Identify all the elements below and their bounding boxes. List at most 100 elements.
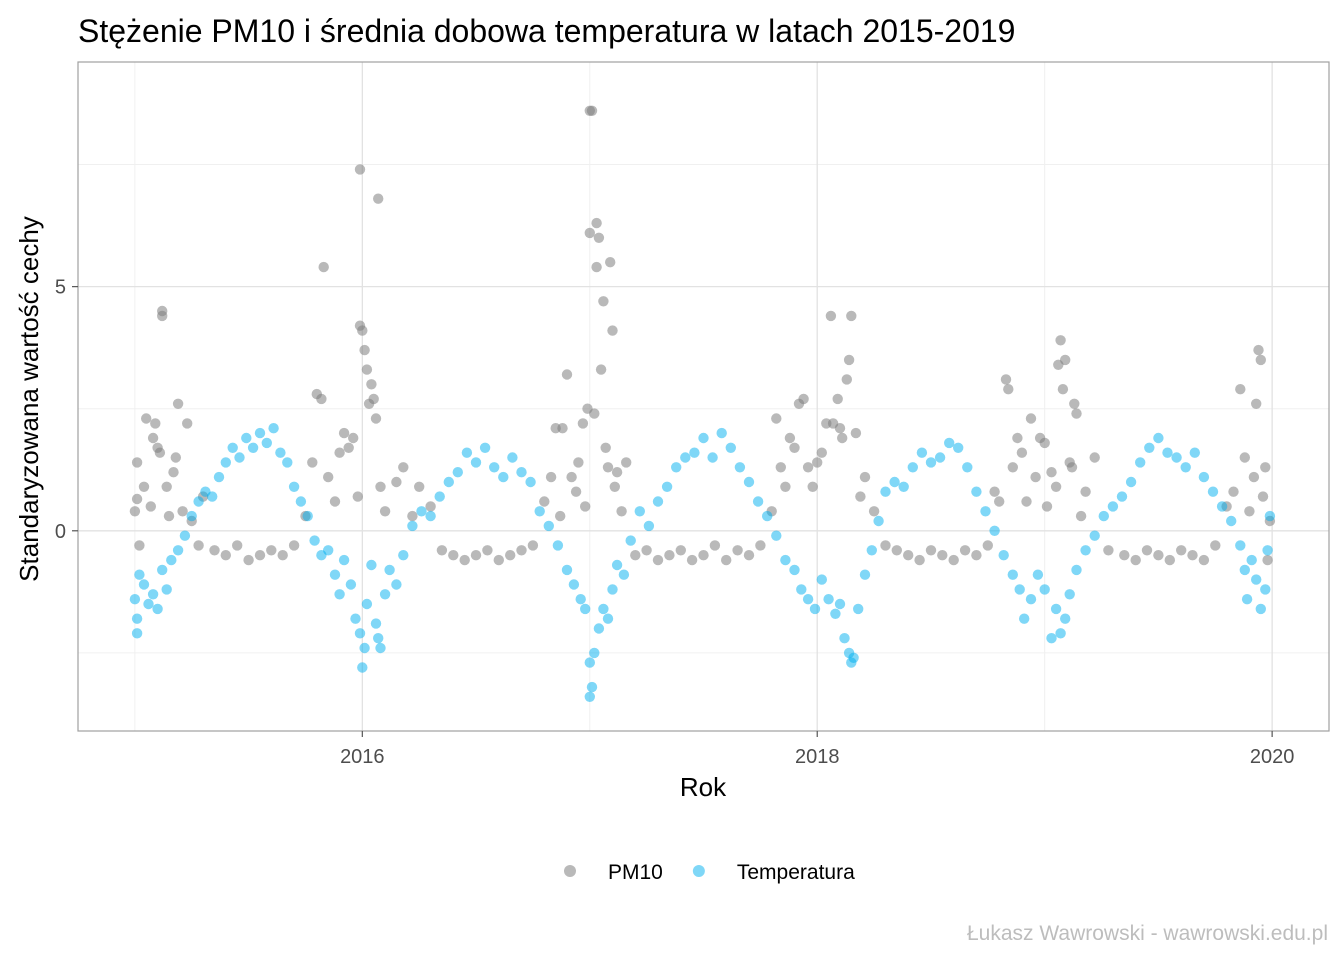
- data-point: [1080, 545, 1091, 556]
- data-point: [1046, 467, 1057, 478]
- data-point: [157, 564, 168, 576]
- data-point: [368, 393, 379, 405]
- data-point: [220, 550, 231, 561]
- data-point: [470, 457, 482, 468]
- data-point: [925, 457, 937, 468]
- data-point: [616, 506, 627, 517]
- data-point: [584, 657, 595, 668]
- data-point: [288, 540, 300, 551]
- data-point: [1050, 481, 1062, 492]
- data-point: [154, 447, 166, 458]
- data-point: [1103, 545, 1114, 556]
- x-tick-label: 2018: [795, 746, 840, 768]
- data-point: [1198, 471, 1210, 483]
- data-point: [373, 633, 384, 644]
- data-point: [1241, 594, 1253, 605]
- data-point: [527, 540, 539, 551]
- x-tick-label: 2020: [1250, 746, 1295, 768]
- data-point: [823, 594, 834, 605]
- data-point: [354, 164, 366, 175]
- data-point: [1050, 603, 1062, 615]
- data-point: [618, 569, 630, 580]
- data-point: [611, 559, 623, 571]
- data-point: [1135, 457, 1146, 468]
- data-point: [1039, 584, 1050, 595]
- data-point: [1041, 501, 1053, 512]
- data-point: [470, 550, 482, 561]
- data-point: [345, 579, 357, 590]
- data-point: [318, 261, 329, 273]
- data-point: [595, 364, 607, 375]
- data-point: [1107, 501, 1119, 512]
- data-point: [1244, 506, 1255, 517]
- data-point: [755, 540, 766, 551]
- data-point: [329, 496, 341, 507]
- data-point: [1130, 554, 1141, 566]
- data-point: [789, 442, 800, 453]
- data-point: [652, 554, 664, 566]
- data-point: [131, 457, 143, 468]
- data-point: [903, 550, 914, 561]
- data-point: [1235, 540, 1246, 551]
- data-point: [1262, 554, 1273, 566]
- data-point: [323, 545, 334, 556]
- data-point: [555, 510, 566, 522]
- data-point: [516, 467, 527, 478]
- series-temperatura: [129, 423, 1276, 702]
- data-point: [334, 447, 345, 458]
- data-point: [561, 564, 573, 576]
- data-point: [1039, 437, 1050, 449]
- data-point: [1071, 564, 1082, 576]
- data-point: [743, 476, 755, 488]
- data-point: [937, 550, 948, 561]
- data-point: [577, 418, 589, 429]
- data-point: [307, 457, 318, 468]
- data-point: [268, 423, 279, 434]
- data-point: [1098, 510, 1110, 522]
- data-point: [671, 462, 682, 473]
- data-point: [1030, 471, 1041, 483]
- data-point: [698, 550, 709, 561]
- y-axis-title: Standaryzowana wartość cechy: [14, 216, 44, 582]
- data-point: [170, 452, 181, 463]
- data-point: [1032, 569, 1044, 580]
- data-point: [1055, 628, 1066, 639]
- data-point: [1021, 496, 1032, 507]
- data-point: [448, 550, 459, 561]
- data-point: [573, 457, 584, 468]
- data-point: [584, 227, 595, 239]
- data-point: [802, 462, 814, 473]
- data-point: [566, 471, 577, 483]
- data-point: [830, 608, 841, 619]
- data-point: [589, 647, 600, 659]
- data-point: [1046, 633, 1057, 644]
- data-point: [721, 554, 732, 566]
- data-point: [391, 476, 402, 488]
- data-point: [641, 545, 652, 556]
- y-tick-label: 0: [55, 521, 66, 543]
- data-point: [834, 598, 846, 610]
- data-point: [1064, 589, 1075, 600]
- data-point: [802, 594, 814, 605]
- data-point: [288, 481, 300, 492]
- data-point: [816, 447, 827, 458]
- data-point: [989, 486, 1000, 497]
- data-point: [459, 554, 470, 566]
- data-point: [780, 554, 791, 566]
- data-point: [832, 393, 843, 405]
- data-point: [889, 476, 900, 488]
- data-point: [1007, 569, 1018, 580]
- legend-label: Temperatura: [737, 861, 855, 884]
- data-point: [179, 530, 191, 541]
- data-point: [1153, 432, 1164, 444]
- data-point: [234, 452, 245, 463]
- data-point: [1016, 447, 1028, 458]
- data-point: [1089, 452, 1100, 463]
- data-point: [809, 603, 821, 615]
- data-point: [425, 501, 436, 512]
- data-point: [643, 520, 655, 532]
- data-point: [898, 481, 909, 492]
- scatter-points: [129, 105, 1276, 702]
- data-point: [600, 442, 611, 453]
- data-point: [425, 510, 436, 522]
